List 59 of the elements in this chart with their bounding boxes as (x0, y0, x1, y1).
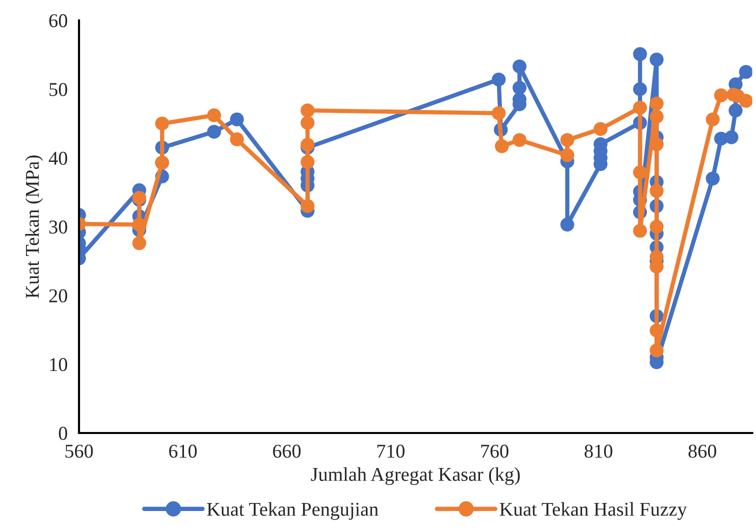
point (706, 172, 720, 186)
point (300, 199, 315, 213)
point (650, 220, 664, 234)
point (512, 80, 526, 95)
y-tick-label: 30 (49, 220, 68, 234)
point (594, 122, 608, 136)
point (633, 165, 647, 180)
point (650, 324, 664, 338)
point (492, 106, 506, 120)
y-tick-label: 60 (49, 14, 68, 28)
point (633, 100, 647, 115)
point (650, 110, 664, 124)
y-axis-title: Kuat Tekan (MPa) (25, 155, 43, 298)
point (207, 108, 222, 122)
point (512, 60, 526, 74)
point (207, 124, 222, 139)
y-tick-label: 10 (50, 358, 68, 372)
y-tick-label: 20 (49, 289, 68, 302)
x-axis-title: Jumlah Agregat Kasar (kg) (310, 467, 520, 485)
point (560, 133, 574, 147)
point (300, 104, 315, 118)
x-tick-label: 660 (273, 444, 301, 458)
point (155, 116, 170, 130)
point (633, 82, 647, 96)
x-tick-label: 760 (481, 444, 508, 458)
x-tick-label: 610 (169, 444, 197, 458)
point (706, 112, 720, 126)
x-tick-label: 710 (377, 444, 405, 458)
point (132, 236, 146, 250)
point (724, 130, 738, 144)
point (739, 65, 752, 79)
point (230, 132, 244, 146)
x-tick-label: 810 (584, 444, 612, 458)
y-tick-label: 50 (50, 82, 68, 96)
point (300, 138, 315, 152)
point (650, 96, 664, 111)
point (650, 52, 664, 67)
y-tick-label: 0 (58, 426, 68, 440)
point (650, 184, 664, 198)
point (650, 344, 664, 358)
point (714, 88, 728, 102)
y-tick-label: 40 (48, 152, 68, 165)
legend-label: Kuat Tekan Hasil Fuzzy (500, 502, 687, 520)
x-tick-label: 860 (688, 444, 716, 458)
point (728, 104, 743, 118)
point (300, 116, 315, 130)
legend-label: Kuat Tekan Pengujian (207, 502, 378, 520)
point (492, 72, 506, 86)
point (494, 139, 509, 154)
point (633, 47, 647, 62)
point (560, 148, 574, 162)
point (633, 224, 647, 238)
point (230, 112, 244, 126)
point (512, 133, 526, 147)
point (560, 218, 574, 232)
point (300, 155, 315, 169)
x-tick-label: 560 (66, 444, 93, 458)
point (739, 94, 752, 108)
point (650, 260, 664, 274)
